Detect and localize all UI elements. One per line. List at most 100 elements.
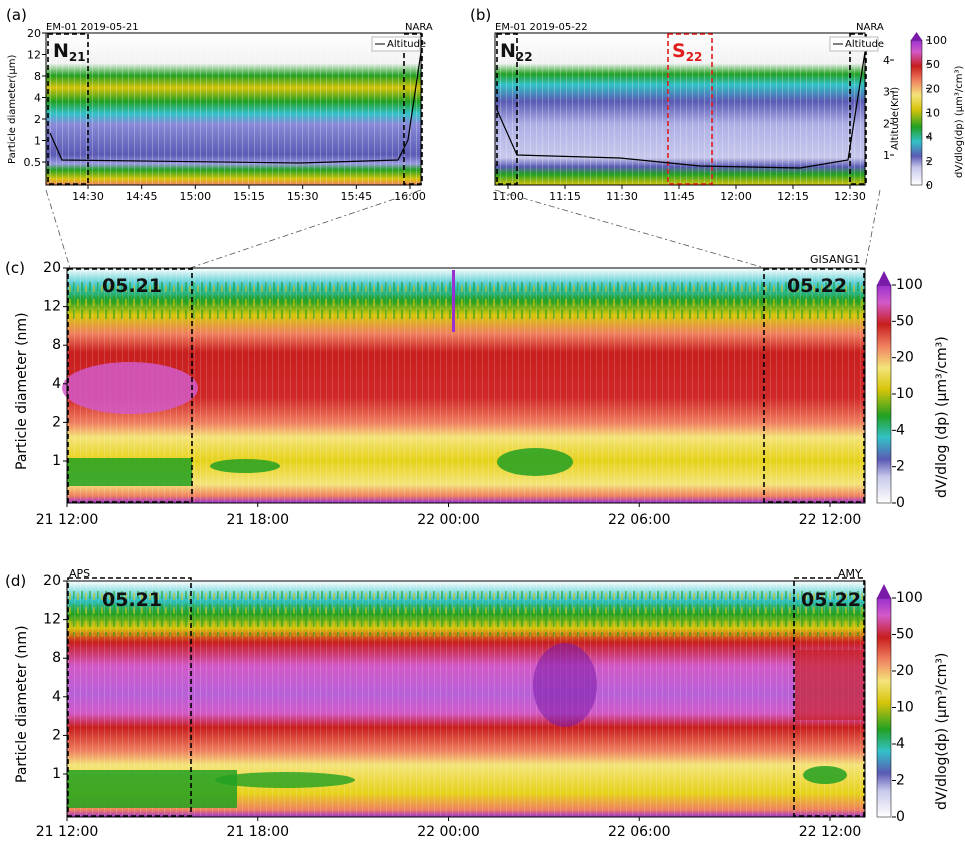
panel-b-label: (b)	[470, 6, 491, 24]
panel-c-label: (c)	[5, 259, 25, 277]
panel-d-label: (d)	[5, 572, 26, 590]
x-tick-label: 22 06:00	[608, 824, 671, 840]
colorbar-tick-label: 10	[896, 700, 914, 716]
x-tick-label: 15:30	[287, 190, 319, 203]
panel-b-alt-ticks: 4 3 2 1	[883, 54, 894, 162]
y-tick-label: 4	[52, 689, 61, 705]
panel-d-dark-blob	[533, 643, 597, 727]
colorbar-tick-label: 100	[896, 277, 923, 293]
y-tick-label: 8	[52, 650, 61, 666]
panel-b-alt-label: Altitude(Km)	[890, 87, 901, 150]
panel-a-yticks: 20 12 8 4 2 1 0.5	[24, 27, 46, 169]
colorbar-tick-label: 50	[896, 627, 914, 643]
x-tick-label: 14:45	[126, 190, 158, 203]
panel-c-box-0522	[763, 268, 865, 503]
panel-b-frame	[494, 32, 866, 186]
x-tick-label: 11:30	[606, 190, 638, 203]
panel-b-cbar-label: dV/dlog(dp) (μm³/cm³)	[954, 66, 965, 178]
panel-b-box-s22	[667, 33, 713, 185]
colorbar-tick-label: 50	[926, 58, 940, 71]
panel-c-heatmap-streaks	[67, 268, 865, 503]
y-tick-label: 0.5	[24, 156, 42, 169]
x-tick-label: 22 00:00	[417, 512, 480, 528]
panel-a-label: (a)	[6, 6, 27, 24]
colorbar-tick-label: 4	[896, 736, 905, 752]
panel-a-box-end	[403, 33, 423, 185]
panel-d-box-0521	[67, 577, 192, 817]
panel-b-altitude-line	[496, 51, 866, 169]
x-tick-label: 12:15	[777, 190, 809, 203]
panel-d-green-blob	[803, 766, 847, 784]
panel-c-ylabel: Particle diameter (nm)	[14, 312, 30, 470]
colorbar-tick-label: 100	[896, 590, 923, 606]
panel-d-corner-right: AMY	[838, 567, 862, 580]
panel-d-red-cover	[795, 650, 865, 720]
panel-a-box-n21	[47, 33, 89, 185]
panel-c-green-blob-1	[210, 459, 280, 473]
panel-b-box-label-n22: N22	[500, 40, 533, 64]
y-tick-label: 1	[52, 766, 61, 782]
panel-b-box-label-s22: S22	[672, 40, 702, 64]
colorbar-tick-label: 50	[896, 313, 914, 329]
y-tick-label: 20	[27, 27, 41, 40]
colorbar-tick-label: 20	[926, 82, 940, 95]
x-tick-label: 21 18:00	[226, 512, 289, 528]
panel-d-box-label-0522: 05.22	[801, 589, 861, 611]
colorbar-tick-label: 0	[896, 809, 905, 825]
colorbar-tick-label: 10	[926, 107, 940, 120]
box-label-main: N	[500, 40, 516, 62]
altitude-tick-label: 1	[883, 149, 890, 162]
y-tick-label: 8	[34, 70, 41, 83]
y-tick-label: 20	[43, 573, 61, 589]
panel-b-xticks: 11:00 11:15 11:30 11:45 12:00 12:15 12:30	[492, 185, 866, 203]
panel-c-frame	[66, 267, 866, 504]
y-tick-label: 12	[43, 612, 61, 628]
panel-a: (a) EM-01 2019-05-21 NARA N21 Altitude 2…	[6, 6, 433, 203]
x-tick-label: 22 12:00	[799, 824, 862, 840]
panel-c-cbar-label: dV/dlog (dp) (μm³/cm³)	[934, 336, 950, 498]
panel-c-corner-right: GISANG1	[810, 253, 860, 266]
y-tick-label: 12	[43, 299, 61, 315]
x-tick-label: 15:15	[233, 190, 265, 203]
x-tick-label: 12:00	[720, 190, 752, 203]
panel-a-legend-text: Altitude	[387, 39, 426, 50]
panel-b-heatmap-streaks	[495, 33, 865, 185]
panel-c-colorbar	[876, 284, 892, 504]
panel-b: (b) EM-01 2019-05-22 NARA N22 S22 Altitu…	[470, 6, 965, 203]
x-tick-label: 15:45	[340, 190, 372, 203]
y-tick-label: 4	[34, 92, 41, 105]
panel-b-colorbar	[910, 39, 923, 186]
panel-a-frame	[45, 32, 422, 186]
panel-c-spike	[452, 270, 455, 332]
panel-a-legend	[371, 36, 421, 52]
x-tick-label: 15:00	[179, 190, 211, 203]
y-tick-label: 8	[52, 337, 61, 353]
panel-b-legend	[829, 36, 879, 52]
colorbar-tick-label: 2	[926, 155, 933, 168]
y-tick-label: 12	[27, 49, 41, 62]
panel-a-heatmap-streaks	[46, 33, 421, 185]
panel-c-box-0521	[67, 268, 193, 503]
x-tick-label: 16:00	[394, 190, 426, 203]
box-label-sub: 21	[69, 50, 86, 64]
panel-b-colorbar-arrow	[911, 32, 922, 40]
y-tick-label: 1	[52, 453, 61, 469]
panel-d-xticks: 21 12:00 21 18:00 22 00:00 22 06:00 22 12:00	[36, 817, 862, 840]
panel-a-right-title: NARA	[405, 22, 433, 33]
panel-c-box-label-0521: 05.21	[102, 275, 162, 297]
box-label-sub: 22	[686, 50, 703, 64]
colorbar-tick-label: 2	[896, 773, 905, 789]
box-label-main: N	[53, 40, 69, 62]
panel-d-green-tail	[215, 772, 355, 788]
x-tick-label: 11:00	[492, 190, 524, 203]
panel-c-green-blob-2	[497, 448, 573, 476]
x-tick-label: 14:30	[72, 190, 104, 203]
colorbar-tick-label: 20	[896, 350, 914, 366]
panel-d-ylabel: Particle diameter (nm)	[14, 625, 30, 783]
panel-a-xticks: 14:30 14:45 15:00 15:15 15:30 15:45 16:00	[72, 185, 426, 203]
